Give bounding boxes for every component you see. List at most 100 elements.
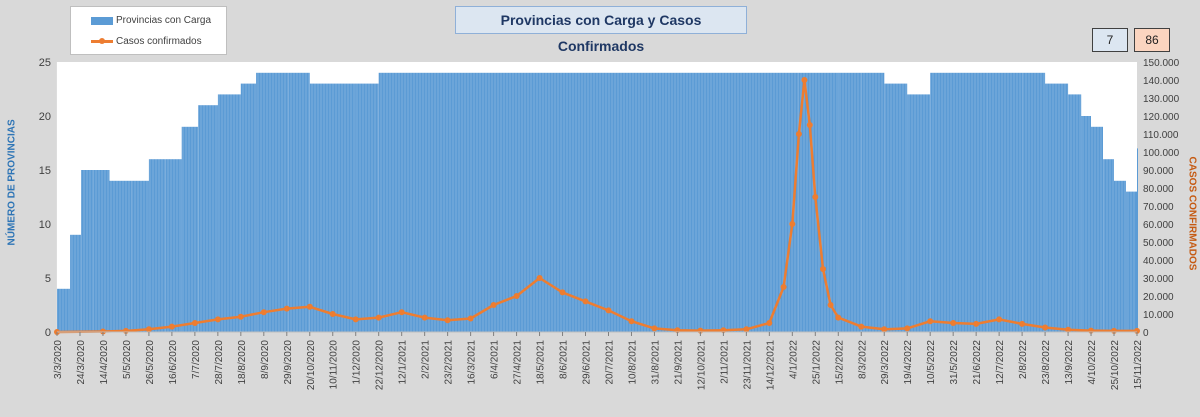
data-point bbox=[398, 309, 405, 316]
legend-swatch-line bbox=[91, 38, 113, 44]
x-tick-label: 18/5/2021 bbox=[536, 340, 547, 385]
data-point bbox=[780, 284, 787, 290]
y-right-tick-label: 50.000 bbox=[1143, 238, 1174, 249]
data-point bbox=[582, 298, 589, 305]
x-tick-label: 31/8/2021 bbox=[650, 340, 661, 385]
data-point bbox=[835, 314, 842, 321]
data-point bbox=[827, 302, 834, 308]
bar bbox=[1126, 191, 1137, 332]
x-tick-label: 16/6/2020 bbox=[168, 340, 179, 385]
x-tick-label: 15/11/2022 bbox=[1133, 340, 1144, 390]
data-point bbox=[559, 289, 566, 296]
data-point bbox=[743, 326, 750, 333]
y-axis-left: 0 5 10 15 20 25 bbox=[39, 57, 51, 339]
legend-item-provincias: Provincias con Carga bbox=[91, 15, 211, 26]
legend: Provincias con Carga Casos confirmados bbox=[70, 6, 227, 55]
legend-label-casos: Casos confirmados bbox=[116, 36, 202, 47]
x-tick-label: 8/6/2021 bbox=[559, 340, 570, 379]
y-axis-right-label: CASOS CONFIRMADOS bbox=[1186, 156, 1198, 271]
y-left-tick-label: 15 bbox=[39, 165, 51, 177]
bar bbox=[1081, 116, 1091, 332]
x-tick-label: 2/2/2021 bbox=[421, 340, 432, 379]
bar bbox=[1091, 126, 1103, 332]
x-tick-label: 22/12/2020 bbox=[375, 340, 386, 390]
chart-title: Provincias con Carga y Casos Confirmados bbox=[455, 6, 747, 54]
data-point bbox=[904, 325, 911, 332]
data-point bbox=[237, 313, 244, 320]
x-tick-label: 20/10/2020 bbox=[306, 340, 317, 390]
data-point bbox=[927, 318, 934, 325]
bar bbox=[1045, 83, 1069, 332]
y-right-tick-label: 0 bbox=[1143, 328, 1149, 339]
y-left-tick-label: 5 bbox=[45, 273, 51, 285]
data-point bbox=[421, 314, 428, 321]
x-tick-label: 29/3/2022 bbox=[880, 340, 891, 385]
bar bbox=[165, 159, 182, 332]
y-right-tick-label: 90.000 bbox=[1143, 166, 1174, 177]
data-point bbox=[858, 323, 865, 330]
data-point bbox=[820, 266, 826, 272]
y-axis-right: 0 10.000 20.000 30.000 40.000 50.000 60.000 70.… bbox=[57, 58, 1180, 339]
data-point bbox=[1042, 324, 1049, 331]
x-tick-label: 21/6/2022 bbox=[972, 340, 983, 385]
y-right-tick-label: 100.000 bbox=[1143, 148, 1180, 159]
x-tick-label: 26/5/2020 bbox=[145, 340, 156, 385]
y-right-tick-label: 80.000 bbox=[1143, 184, 1174, 195]
bar bbox=[930, 72, 988, 333]
x-tick-label: 14/4/2020 bbox=[99, 340, 110, 385]
bar bbox=[93, 170, 110, 332]
data-point bbox=[444, 317, 451, 324]
data-point bbox=[260, 309, 267, 316]
y-left-tick-label: 25 bbox=[39, 57, 51, 69]
data-point bbox=[145, 326, 152, 333]
bar bbox=[861, 72, 885, 333]
provincias-count-badge: 7 bbox=[1092, 28, 1128, 52]
data-point bbox=[467, 315, 474, 322]
line-series-casos bbox=[54, 77, 1140, 335]
bar bbox=[1137, 148, 1138, 332]
x-tick-label: 6/4/2021 bbox=[490, 340, 501, 379]
bar bbox=[109, 180, 132, 332]
data-point bbox=[283, 305, 290, 312]
x-tick-label: 23/8/2022 bbox=[1041, 340, 1052, 385]
data-point bbox=[806, 122, 813, 128]
bar bbox=[198, 105, 218, 332]
data-point bbox=[191, 320, 198, 326]
data-point bbox=[766, 320, 773, 326]
x-tick-label: 19/4/2022 bbox=[903, 340, 914, 385]
x-tick-label: 25/1/2022 bbox=[811, 340, 822, 385]
x-tick-label: 4/10/2022 bbox=[1087, 340, 1098, 385]
x-tick-label: 12/7/2022 bbox=[995, 340, 1006, 385]
data-point bbox=[1065, 326, 1072, 333]
x-tick-label: 10/8/2021 bbox=[627, 340, 638, 385]
bar bbox=[240, 83, 257, 332]
y-right-tick-label: 70.000 bbox=[1143, 202, 1174, 213]
y-axis-left-label: NÚMERO DE PROVINCIAS bbox=[6, 119, 18, 246]
y-left-tick-label: 0 bbox=[45, 327, 51, 339]
data-point bbox=[628, 318, 635, 325]
bar bbox=[1068, 94, 1082, 333]
data-point bbox=[651, 325, 658, 332]
x-tick-label: 29/6/2021 bbox=[582, 340, 593, 385]
y-right-tick-label: 40.000 bbox=[1143, 256, 1174, 267]
data-point bbox=[329, 311, 336, 317]
data-point bbox=[789, 221, 796, 227]
bar bbox=[1114, 180, 1126, 332]
x-tick-label: 3/3/2020 bbox=[53, 340, 64, 379]
y-right-tick-label: 110.000 bbox=[1143, 130, 1179, 141]
y-right-tick-label: 140.000 bbox=[1143, 76, 1180, 87]
legend-item-casos: Casos confirmados bbox=[91, 36, 202, 47]
data-point bbox=[996, 316, 1003, 323]
x-tick-label: 8/3/2022 bbox=[857, 340, 868, 379]
y-right-tick-label: 120.000 bbox=[1143, 112, 1180, 123]
x-tick-label: 16/3/2021 bbox=[467, 340, 478, 385]
bar bbox=[907, 94, 931, 333]
bar bbox=[884, 83, 908, 332]
data-point bbox=[801, 77, 808, 83]
data-point bbox=[812, 194, 819, 200]
y-right-tick-label: 130.000 bbox=[1143, 94, 1180, 105]
bar bbox=[131, 180, 149, 332]
x-tick-label: 31/5/2022 bbox=[949, 340, 960, 385]
data-point bbox=[950, 320, 957, 326]
